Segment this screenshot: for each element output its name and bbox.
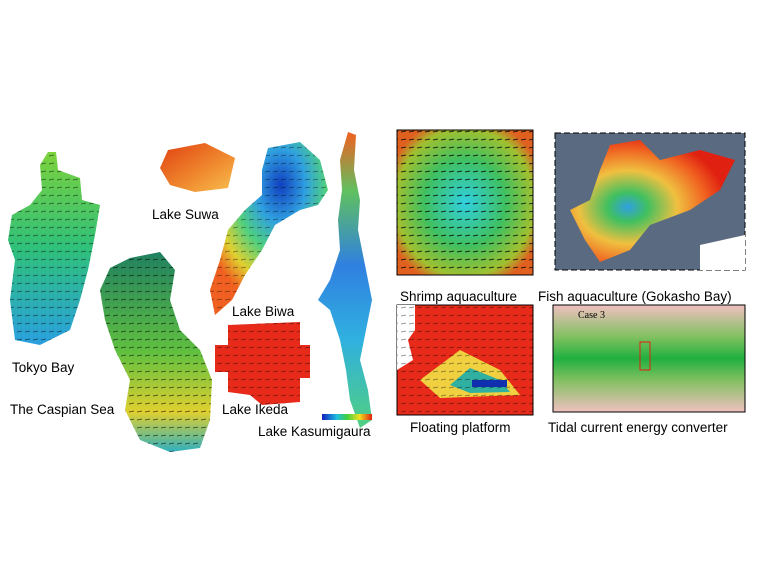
- map-label: Lake Biwa: [232, 304, 295, 319]
- tokyo-bay-map: [8, 152, 100, 345]
- floating-panel: [396, 304, 534, 416]
- tidal-panel: Case 3: [552, 304, 746, 413]
- panel-label: Fish aquaculture (Gokasho Bay): [538, 289, 732, 304]
- lake-biwa-map: [210, 142, 328, 315]
- lake-kasumigaura-map: [318, 132, 372, 428]
- shrimp-panel: [396, 129, 534, 276]
- inset-label: Case 3: [578, 310, 605, 321]
- panel-label: Shrimp aquaculture: [400, 289, 517, 304]
- caspian-sea-map: [100, 252, 212, 452]
- map-label: Lake Ikeda: [222, 402, 289, 417]
- map-label: Tokyo Bay: [12, 360, 75, 375]
- fish-panel: [554, 132, 746, 271]
- map-label: The Caspian Sea: [10, 402, 115, 417]
- panel-label: Tidal current energy converter: [548, 420, 728, 435]
- colorbar: [322, 414, 372, 420]
- map-label: Lake Kasumigaura: [258, 424, 371, 439]
- panel-label: Floating platform: [410, 420, 511, 435]
- lake-ikeda-map: [215, 322, 310, 405]
- lake-suwa-map: [160, 143, 235, 192]
- map-label: Lake Suwa: [152, 207, 219, 222]
